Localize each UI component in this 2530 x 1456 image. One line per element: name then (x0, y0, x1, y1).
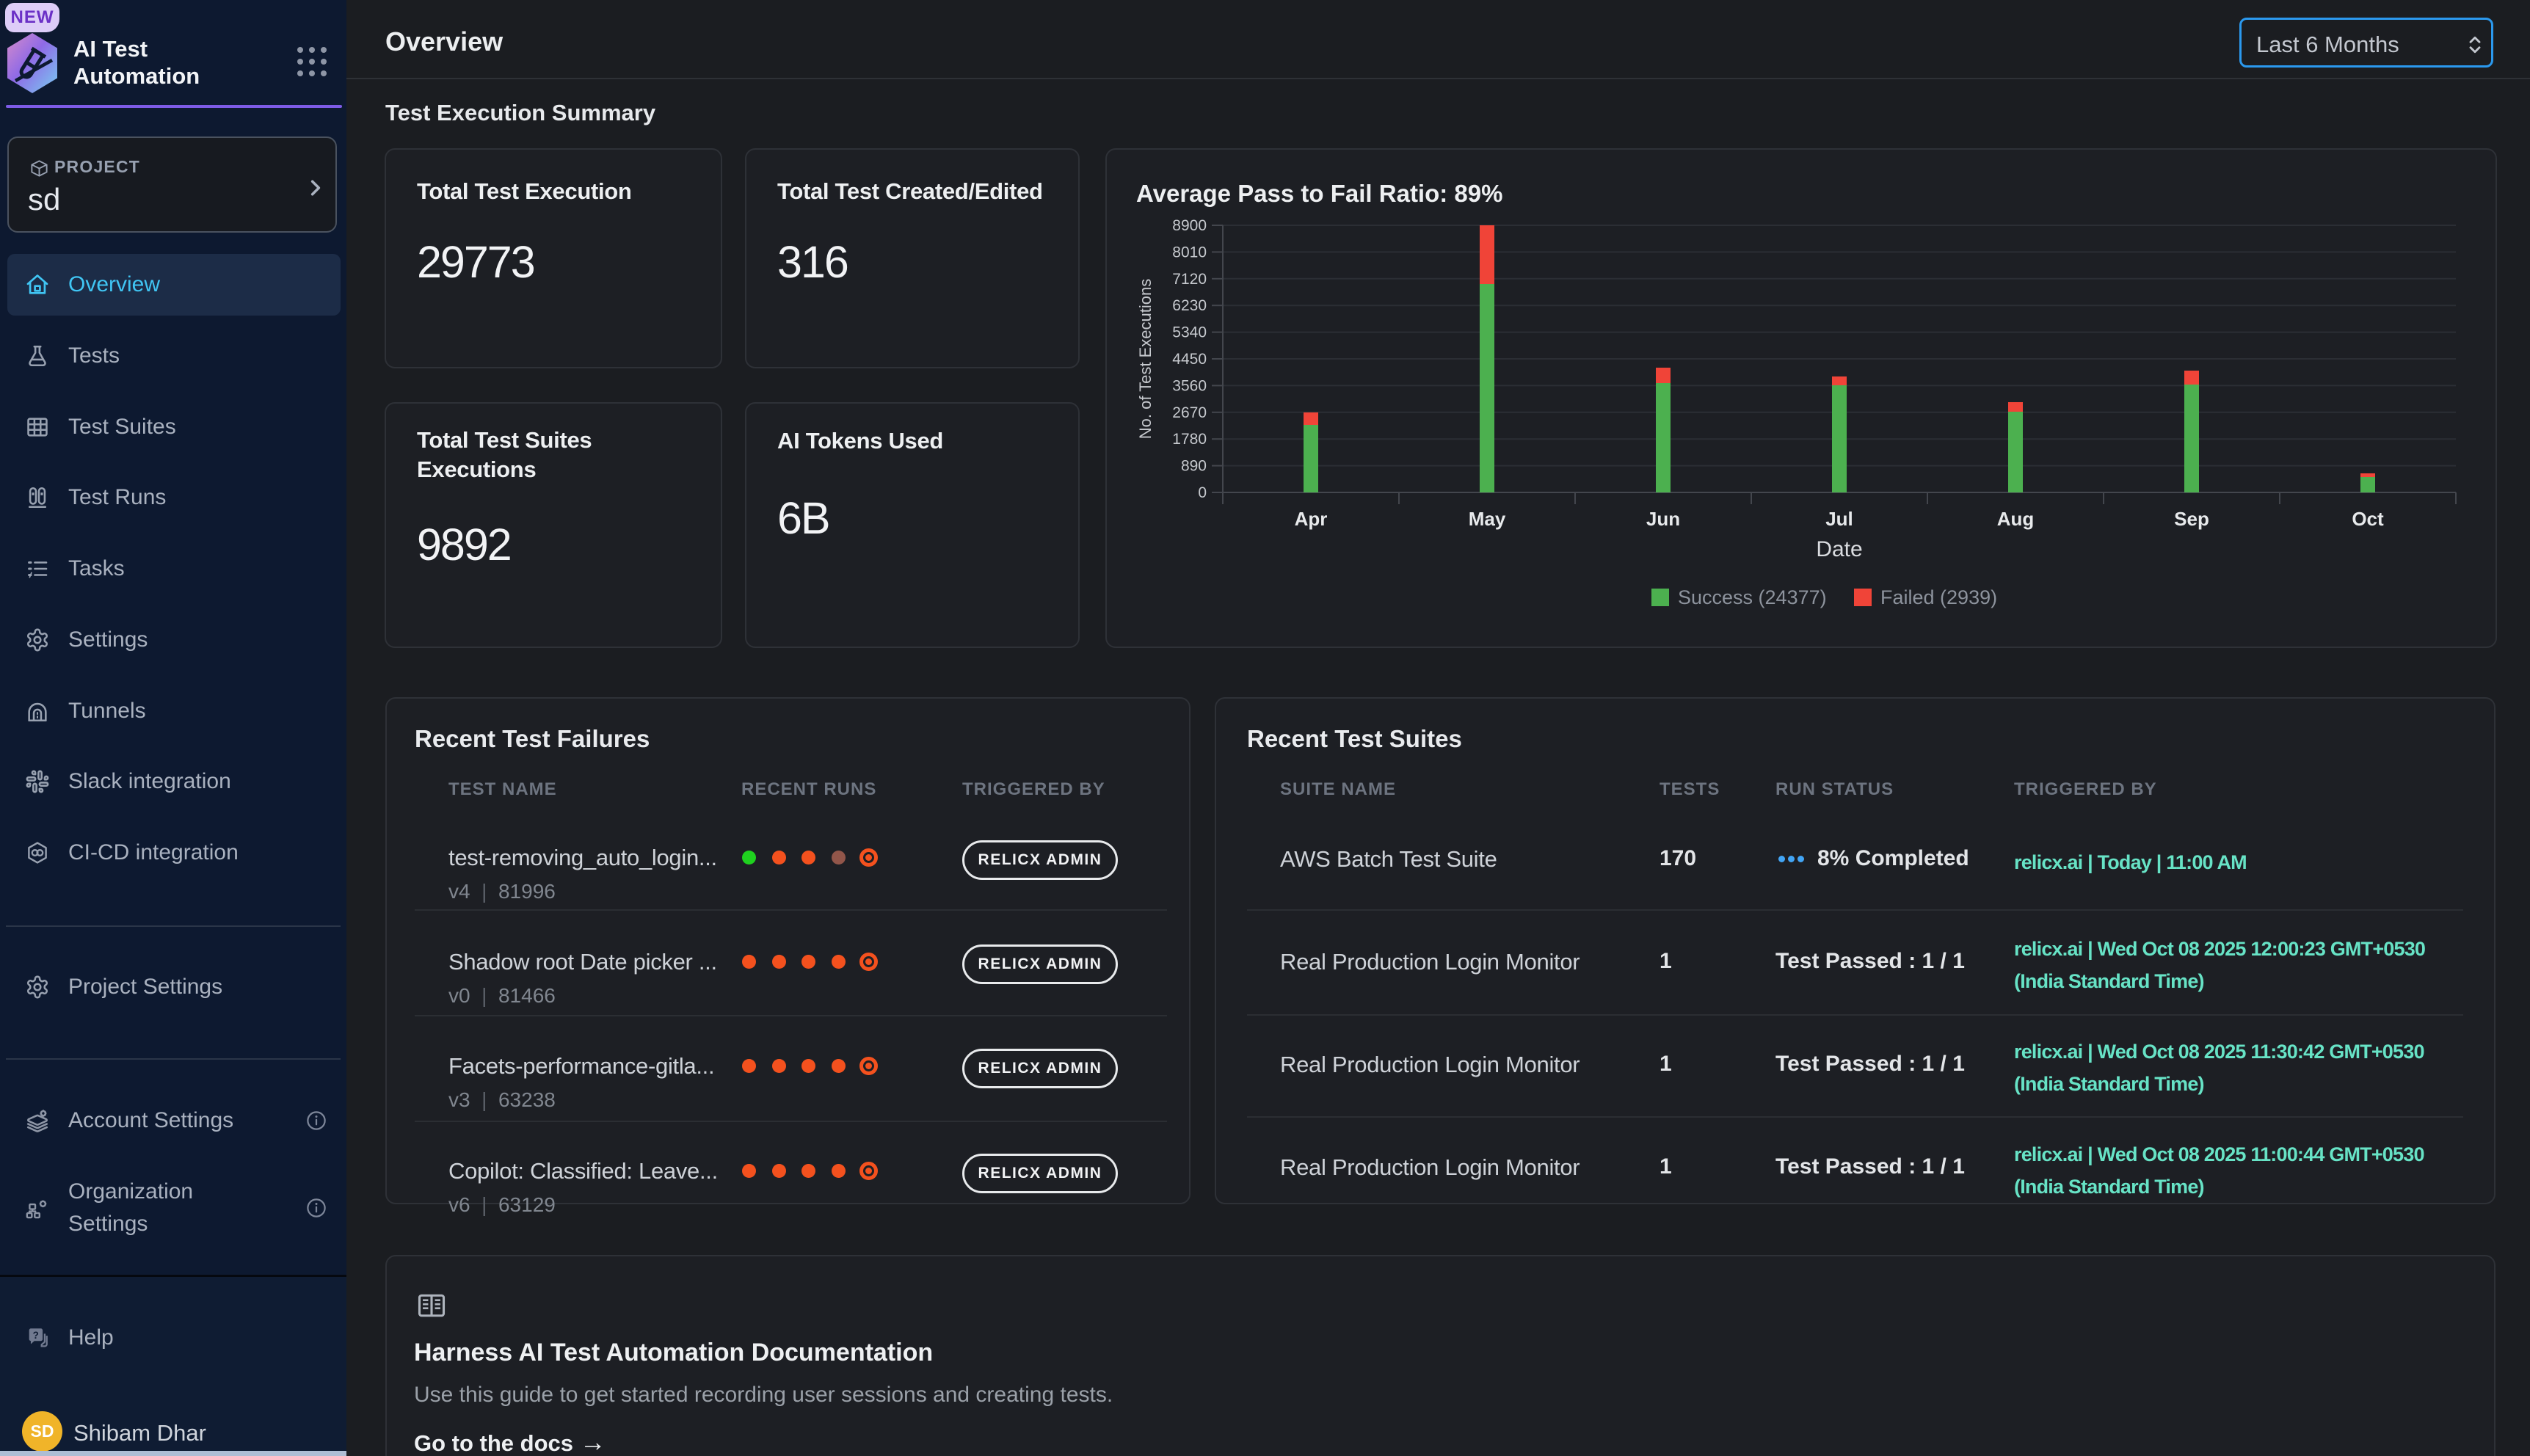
svg-text:Failed (2939): Failed (2939) (1880, 586, 1997, 608)
svg-text:8900: 8900 (1172, 217, 1207, 234)
svg-text:7120: 7120 (1172, 271, 1207, 288)
svg-text:Apr: Apr (1295, 508, 1328, 530)
svg-text:Oct: Oct (2352, 508, 2384, 530)
svg-text:0: 0 (1198, 484, 1207, 501)
svg-text:Jul: Jul (1825, 508, 1853, 530)
svg-text:890: 890 (1181, 458, 1207, 475)
svg-text:Average Pass to Fail Ratio: 89: Average Pass to Fail Ratio: 89% (1136, 180, 1502, 207)
svg-text:1780: 1780 (1172, 431, 1207, 448)
svg-text:4450: 4450 (1172, 351, 1207, 368)
svg-text:May: May (1469, 508, 1506, 530)
svg-text:2670: 2670 (1172, 404, 1207, 421)
svg-text:?: ? (33, 1330, 39, 1341)
svg-text:Success (24377): Success (24377) (1678, 586, 1827, 608)
svg-text:Jun: Jun (1646, 508, 1680, 530)
svg-text:5340: 5340 (1172, 324, 1207, 341)
svg-text:Aug: Aug (1997, 508, 2035, 530)
svg-text:8010: 8010 (1172, 244, 1207, 261)
svg-text:3560: 3560 (1172, 377, 1207, 394)
svg-text:No. of Test Executions: No. of Test Executions (1136, 279, 1155, 440)
svg-text:6230: 6230 (1172, 297, 1207, 314)
svg-text:Sep: Sep (2174, 508, 2209, 530)
svg-text:Date: Date (1816, 537, 1862, 561)
